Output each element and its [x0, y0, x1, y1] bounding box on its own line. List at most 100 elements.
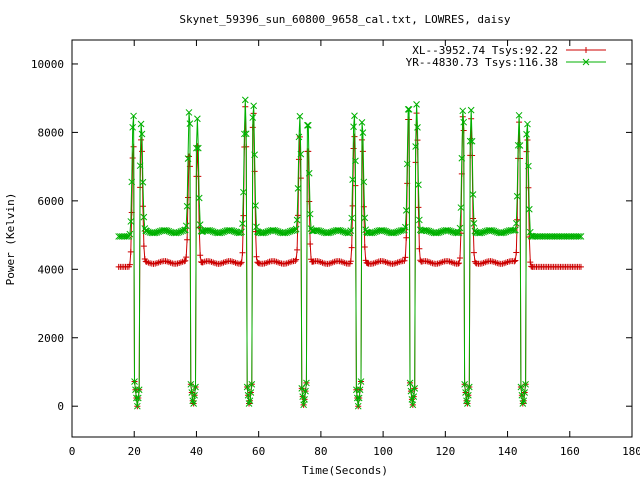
x-tick-label: 40: [190, 445, 203, 458]
legend-label-yr: YR--4830.73 Tsys:116.38: [406, 56, 558, 69]
data-point: [416, 216, 423, 224]
data-point: [409, 401, 417, 409]
series-xl: [115, 103, 584, 410]
data-point: [411, 385, 419, 392]
data-point: [238, 259, 245, 266]
data-point: [143, 227, 151, 235]
x-tick-label: 20: [128, 445, 141, 458]
data-point: [392, 229, 400, 236]
data-point: [523, 130, 530, 138]
data-point: [347, 227, 355, 234]
data-point: [241, 130, 248, 138]
data-point: [194, 144, 202, 152]
y-tick-label: 2000: [38, 332, 65, 345]
data-point: [351, 112, 358, 120]
data-point: [183, 202, 191, 210]
data-point: [524, 120, 531, 128]
data-point: [405, 105, 413, 113]
data-point: [130, 112, 137, 120]
data-point: [425, 227, 433, 235]
data-point: [415, 204, 422, 211]
series-yr: [115, 96, 585, 410]
data-point: [153, 229, 161, 236]
data-point: [187, 380, 195, 388]
data-point: [140, 213, 148, 221]
data-point: [195, 194, 203, 202]
data-point: [414, 124, 421, 131]
data-point: [401, 257, 408, 264]
y-axis-tick-labels: 0 2000 4000 6000 8000 10000: [31, 58, 64, 413]
data-point: [240, 212, 247, 219]
data-point: [435, 229, 443, 236]
data-point: [134, 394, 142, 402]
data-point: [575, 233, 583, 240]
data-point: [297, 150, 305, 158]
data-point: [251, 151, 258, 159]
data-point: [182, 257, 189, 264]
data-point: [354, 402, 362, 410]
data-point: [468, 137, 476, 145]
data-point: [196, 221, 204, 228]
data-point: [356, 386, 364, 394]
data-point: [461, 380, 468, 388]
data-point: [460, 118, 468, 126]
data-point: [361, 214, 369, 222]
series-line: [118, 99, 581, 407]
data-point: [352, 157, 359, 165]
x-tick-label: 80: [314, 445, 327, 458]
data-point: [246, 397, 254, 405]
data-point: [470, 249, 477, 256]
y-axis-label: Power (Kelvin): [4, 193, 17, 286]
data-point: [512, 219, 520, 227]
data-point: [301, 395, 308, 403]
legend-label-xl: XL--3952.74 Tsys:92.22: [412, 44, 558, 57]
data-point: [125, 232, 133, 240]
data-point: [131, 378, 138, 385]
data-point: [293, 256, 300, 263]
data-point: [402, 207, 410, 214]
data-point: [142, 258, 149, 265]
data-point: [470, 220, 478, 227]
data-point: [525, 162, 532, 170]
data-point: [292, 225, 300, 233]
data-point: [361, 244, 368, 251]
data-point: [239, 249, 246, 256]
data-point: [127, 248, 134, 255]
data-point: [416, 245, 423, 252]
data-point: [500, 229, 508, 236]
data-point: [128, 178, 136, 186]
data-point: [456, 260, 463, 267]
data-point: [306, 210, 314, 218]
data-point: [194, 143, 201, 150]
legend: XL--3952.74 Tsys:92.22 YR--4830.73 Tsys:…: [406, 44, 606, 69]
data-point: [238, 228, 245, 236]
data-point: [357, 378, 365, 385]
data-point: [197, 252, 204, 259]
data-point: [293, 216, 301, 224]
data-point: [327, 228, 335, 236]
data-point: [457, 204, 465, 211]
data-point: [296, 112, 304, 120]
y-tick-label: 6000: [38, 195, 65, 208]
data-point: [133, 402, 141, 410]
x-axis-tick-labels: 0 20 40 60 80 100 120 140 160 180: [69, 445, 640, 458]
data-point: [295, 212, 302, 219]
data-point: [455, 260, 462, 267]
data-point: [138, 130, 146, 138]
data-point: [139, 178, 147, 186]
data-point: [458, 154, 466, 162]
data-point: [402, 223, 409, 231]
data-point: [302, 387, 309, 395]
data-point: [175, 228, 183, 236]
data-point: [249, 114, 257, 121]
data-point: [347, 258, 354, 265]
data-point: [298, 385, 306, 392]
data-point: [294, 185, 302, 192]
x-axis-label: Time(Seconds): [302, 464, 388, 477]
data-point: [127, 218, 135, 225]
data-point: [300, 401, 307, 409]
data-point: [294, 246, 301, 253]
data-point: [403, 160, 411, 168]
data-point: [513, 249, 520, 256]
